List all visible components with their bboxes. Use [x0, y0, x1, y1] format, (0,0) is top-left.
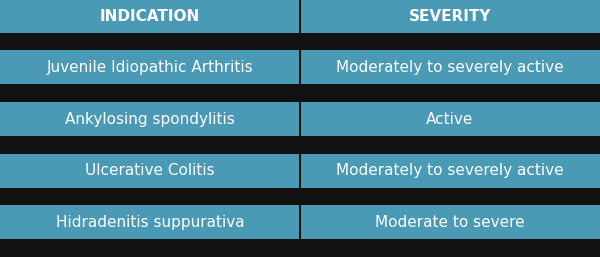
FancyBboxPatch shape — [300, 239, 600, 257]
FancyBboxPatch shape — [300, 136, 600, 154]
FancyBboxPatch shape — [0, 136, 300, 154]
Text: Hidradenitis suppurativa: Hidradenitis suppurativa — [56, 215, 244, 230]
Text: Moderately to severely active: Moderately to severely active — [336, 163, 564, 178]
Text: Moderately to severely active: Moderately to severely active — [336, 60, 564, 75]
Text: Active: Active — [427, 112, 473, 126]
FancyBboxPatch shape — [300, 0, 600, 33]
Text: SEVERITY: SEVERITY — [409, 9, 491, 24]
FancyBboxPatch shape — [300, 188, 600, 205]
FancyBboxPatch shape — [0, 205, 300, 239]
FancyBboxPatch shape — [0, 102, 300, 136]
FancyBboxPatch shape — [300, 84, 600, 102]
FancyBboxPatch shape — [0, 188, 300, 205]
Text: Ankylosing spondylitis: Ankylosing spondylitis — [65, 112, 235, 126]
FancyBboxPatch shape — [0, 84, 300, 102]
FancyBboxPatch shape — [300, 154, 600, 188]
FancyBboxPatch shape — [0, 33, 300, 50]
FancyBboxPatch shape — [0, 0, 300, 33]
Text: INDICATION: INDICATION — [100, 9, 200, 24]
FancyBboxPatch shape — [300, 205, 600, 239]
FancyBboxPatch shape — [0, 154, 300, 188]
FancyBboxPatch shape — [300, 33, 600, 50]
FancyBboxPatch shape — [300, 50, 600, 84]
FancyBboxPatch shape — [300, 102, 600, 136]
Text: Juvenile Idiopathic Arthritis: Juvenile Idiopathic Arthritis — [47, 60, 253, 75]
Text: Ulcerative Colitis: Ulcerative Colitis — [85, 163, 215, 178]
FancyBboxPatch shape — [0, 239, 300, 257]
FancyBboxPatch shape — [0, 50, 300, 84]
Text: Moderate to severe: Moderate to severe — [375, 215, 525, 230]
